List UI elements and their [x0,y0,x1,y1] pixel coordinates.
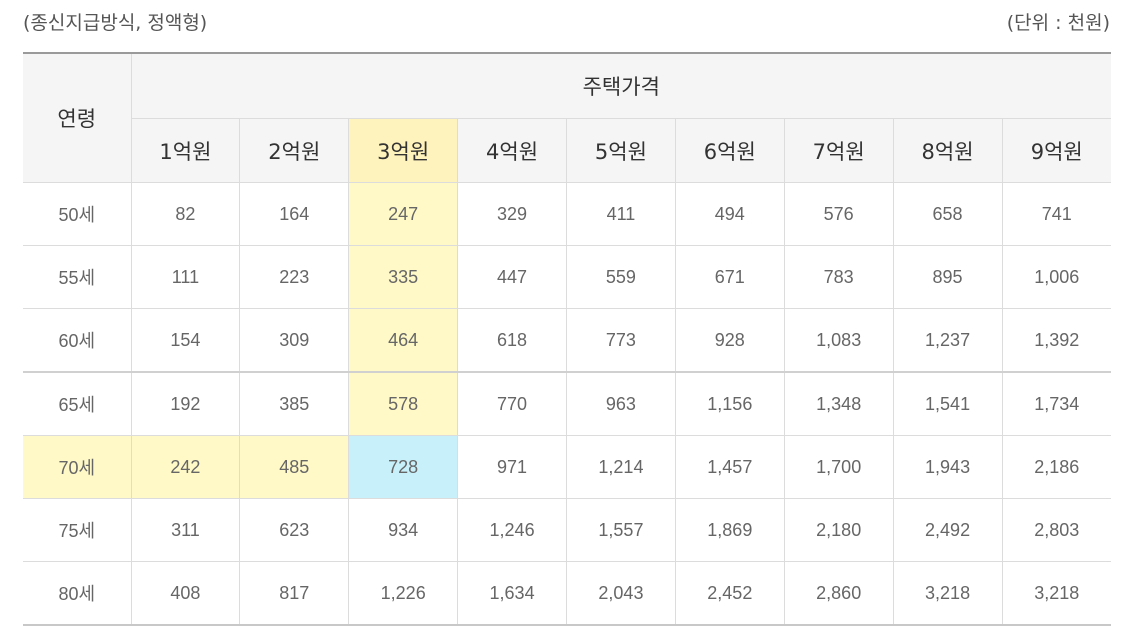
amount-cell: 963 [566,371,676,436]
table-row: 70세 242 485 728 971 1,214 1,457 1,700 1,… [23,435,1111,499]
amount-cell: 928 [674,308,785,373]
amount-cell: 1,226 [348,561,459,626]
amount-cell: 1,457 [674,435,785,499]
unit-caption: (단위 : 천원) [1006,12,1110,34]
amount-cell: 578 [348,371,459,436]
house-price-header: 주택가격 [130,52,1111,119]
amount-cell: 934 [348,498,459,562]
amount-cell: 658 [892,182,1003,246]
amount-cell: 464 [348,308,459,373]
table-row: 80세 408 817 1,226 1,634 2,043 2,452 2,86… [23,561,1111,626]
amount-cell: 223 [239,245,350,309]
amount-cell: 1,237 [892,308,1003,373]
amount-cell: 3,218 [892,561,1003,626]
age-cell: 80세 [23,561,132,626]
amount-cell: 192 [130,371,241,436]
amount-cell: 623 [239,498,350,562]
amount-cell: 1,943 [892,435,1003,499]
amount-cell: 82 [130,182,241,246]
amount-cell: 671 [674,245,785,309]
condition-caption: (종신지급방식, 정액형) [23,12,208,34]
amount-cell: 329 [457,182,567,246]
amount-cell: 1,700 [783,435,894,499]
amount-cell: 559 [566,245,676,309]
amount-cell: 1,246 [457,498,567,562]
table-row: 75세 311 623 934 1,246 1,557 1,869 2,180 … [23,498,1111,562]
table-row: 60세 154 309 464 618 773 928 1,083 1,237 … [23,308,1111,373]
amount-cell: 111 [130,245,241,309]
amount-cell: 1,006 [1001,245,1111,309]
price-header: 9억원 [1001,118,1111,183]
amount-cell: 1,392 [1001,308,1111,373]
age-cell: 70세 [23,435,132,499]
price-header: 2억원 [239,118,350,183]
amount-cell: 164 [239,182,350,246]
amount-cell: 817 [239,561,350,626]
amount-cell: 971 [457,435,567,499]
price-header: 6억원 [674,118,785,183]
amount-cell: 154 [130,308,241,373]
amount-cell: 770 [457,371,567,436]
amount-cell: 1,083 [783,308,894,373]
amount-cell: 1,214 [566,435,676,499]
amount-cell: 494 [674,182,785,246]
pension-table: 연령 주택가격 1억원 2억원 3억원 4억원 5억원 6억원 7억원 8억원 … [23,52,1111,626]
table-row: 55세 111 223 335 447 559 671 783 895 1,00… [23,245,1111,309]
amount-cell: 408 [130,561,241,626]
amount-cell: 1,557 [566,498,676,562]
amount-cell: 485 [239,435,350,499]
price-header: 5억원 [566,118,676,183]
amount-cell: 242 [130,435,241,499]
amount-cell: 2,492 [892,498,1003,562]
amount-cell: 1,156 [674,371,785,436]
amount-cell: 3,218 [1001,561,1111,626]
amount-cell: 309 [239,308,350,373]
amount-cell: 2,452 [674,561,785,626]
amount-cell: 1,734 [1001,371,1111,436]
highlighted-amount-cell: 728 [348,435,459,499]
age-cell: 50세 [23,182,132,246]
amount-cell: 1,541 [892,371,1003,436]
price-header: 7억원 [783,118,894,183]
amount-cell: 247 [348,182,459,246]
amount-cell: 2,186 [1001,435,1111,499]
table-row: 65세 192 385 578 770 963 1,156 1,348 1,54… [23,371,1111,436]
amount-cell: 335 [348,245,459,309]
amount-cell: 895 [892,245,1003,309]
age-cell: 55세 [23,245,132,309]
price-header: 8억원 [892,118,1003,183]
amount-cell: 2,860 [783,561,894,626]
amount-cell: 773 [566,308,676,373]
amount-cell: 2,043 [566,561,676,626]
price-header: 3억원 [348,118,459,183]
amount-cell: 576 [783,182,894,246]
age-cell: 75세 [23,498,132,562]
amount-cell: 1,869 [674,498,785,562]
amount-cell: 618 [457,308,567,373]
table-row: 50세 82 164 247 329 411 494 576 658 741 [23,182,1111,246]
amount-cell: 385 [239,371,350,436]
amount-cell: 2,180 [783,498,894,562]
amount-cell: 1,348 [783,371,894,436]
age-cell: 65세 [23,371,132,436]
amount-cell: 783 [783,245,894,309]
price-header: 1억원 [130,118,241,183]
age-cell: 60세 [23,308,132,373]
amount-cell: 311 [130,498,241,562]
price-header: 4억원 [457,118,567,183]
amount-cell: 411 [566,182,676,246]
amount-cell: 1,634 [457,561,567,626]
amount-cell: 2,803 [1001,498,1111,562]
amount-cell: 741 [1001,182,1111,246]
amount-cell: 447 [457,245,567,309]
age-header: 연령 [23,52,132,183]
